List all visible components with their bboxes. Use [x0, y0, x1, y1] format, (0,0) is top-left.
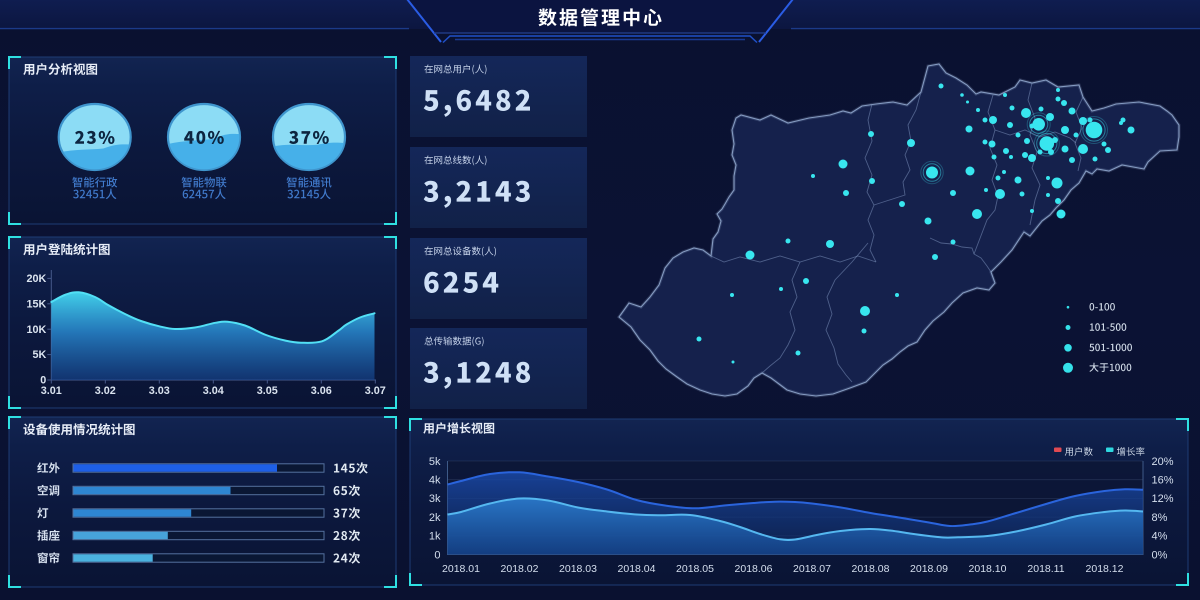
svg-text:4%: 4%: [1152, 531, 1168, 543]
svg-text:5K: 5K: [32, 349, 46, 361]
svg-text:0%: 0%: [1152, 549, 1168, 561]
svg-text:3.04: 3.04: [203, 385, 224, 397]
svg-text:8%: 8%: [1152, 512, 1168, 524]
svg-text:2018.04: 2018.04: [618, 563, 656, 575]
svg-text:12%: 12%: [1152, 493, 1174, 505]
svg-text:0: 0: [40, 375, 46, 387]
svg-text:2018.06: 2018.06: [735, 563, 773, 575]
svg-text:20K: 20K: [26, 273, 46, 285]
svg-text:1k: 1k: [429, 531, 441, 543]
svg-text:3.01: 3.01: [41, 385, 62, 397]
svg-text:3.02: 3.02: [95, 385, 116, 397]
svg-text:3.07: 3.07: [365, 385, 386, 397]
svg-text:2018.05: 2018.05: [676, 563, 714, 575]
svg-text:3k: 3k: [429, 493, 441, 505]
svg-text:2018.08: 2018.08: [852, 563, 890, 575]
svg-text:2018.10: 2018.10: [969, 563, 1007, 575]
svg-text:4k: 4k: [429, 475, 441, 487]
svg-text:15K: 15K: [26, 298, 46, 310]
svg-text:2018.12: 2018.12: [1086, 563, 1124, 575]
svg-text:3.05: 3.05: [257, 385, 278, 397]
svg-text:2018.09: 2018.09: [910, 563, 948, 575]
svg-text:2018.11: 2018.11: [1027, 563, 1064, 575]
svg-text:16%: 16%: [1152, 475, 1174, 487]
svg-text:3.06: 3.06: [311, 385, 332, 397]
svg-text:2018.01: 2018.01: [442, 563, 480, 575]
svg-text:20%: 20%: [1152, 456, 1174, 468]
svg-text:2018.02: 2018.02: [501, 563, 539, 575]
svg-text:3.03: 3.03: [149, 385, 170, 397]
svg-text:5k: 5k: [429, 456, 441, 468]
svg-text:2018.07: 2018.07: [793, 563, 831, 575]
svg-text:2018.03: 2018.03: [559, 563, 597, 575]
svg-text:2k: 2k: [429, 512, 441, 524]
svg-text:0: 0: [434, 549, 440, 561]
svg-text:10K: 10K: [26, 324, 46, 336]
